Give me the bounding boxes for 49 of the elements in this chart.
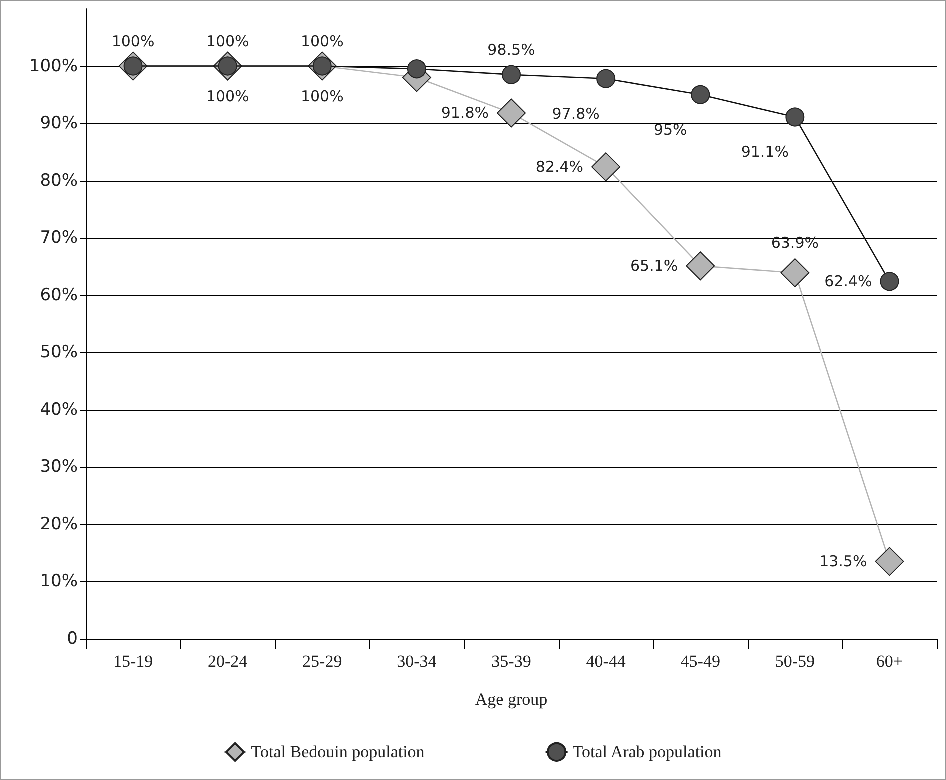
data-label: 13.5% xyxy=(820,552,868,571)
x-tick-label: 15-19 xyxy=(113,652,154,671)
legend-label: Total Arab population xyxy=(572,742,722,762)
point xyxy=(407,60,426,79)
point xyxy=(596,69,616,88)
y-tick-label: 80% xyxy=(40,170,78,191)
x-tick-label: 60+ xyxy=(876,652,904,671)
x-tick-label: 45-49 xyxy=(680,652,720,671)
y-tick-label: 90% xyxy=(40,114,78,134)
data-label: 65.1% xyxy=(630,257,678,276)
x-tick-label: 30-34 xyxy=(397,652,438,671)
point xyxy=(780,258,810,288)
data-label: 97.8% xyxy=(552,104,600,123)
point xyxy=(686,252,716,281)
data-label: 100% xyxy=(300,87,344,106)
data-label: 100% xyxy=(206,32,250,50)
y-tick-label: 10% xyxy=(40,572,78,592)
point xyxy=(786,108,805,127)
y-tick-label: 40% xyxy=(40,400,78,420)
data-label: 91.8% xyxy=(441,104,489,122)
x-tick-label: 40-44 xyxy=(586,652,626,671)
legend-label: Total Bedouin population xyxy=(251,742,426,762)
y-tick-label: 30% xyxy=(40,457,78,478)
point xyxy=(592,152,621,182)
data-label: 91.1% xyxy=(741,143,789,162)
x-tick-label: 35-39 xyxy=(492,652,532,671)
point xyxy=(880,272,900,292)
y-tick-label: 100% xyxy=(29,56,78,76)
x-tick-label: 20-24 xyxy=(208,652,248,671)
y-tick-label: 20% xyxy=(40,514,78,534)
x-tick-label: 25-29 xyxy=(302,652,342,671)
x-tick-label: 50-59 xyxy=(775,652,816,671)
y-tick-label: 60% xyxy=(40,285,78,306)
data-label: 95% xyxy=(654,120,688,139)
point xyxy=(875,547,904,576)
data-label: 100% xyxy=(206,87,250,106)
point xyxy=(691,85,710,104)
y-tick-label: 70% xyxy=(40,228,78,248)
data-label: 98.5% xyxy=(488,40,536,59)
data-label: 100% xyxy=(112,32,155,50)
point xyxy=(497,98,526,128)
data-label: 100% xyxy=(300,32,344,50)
x-axis-title: Age group xyxy=(475,690,548,709)
y-tick-label: 50% xyxy=(40,342,78,363)
data-label: 63.9% xyxy=(771,234,819,252)
y-tick-label: 0 xyxy=(67,629,78,649)
point xyxy=(502,65,521,84)
data-label: 62.4% xyxy=(824,272,872,291)
data-label: 82.4% xyxy=(536,158,584,176)
